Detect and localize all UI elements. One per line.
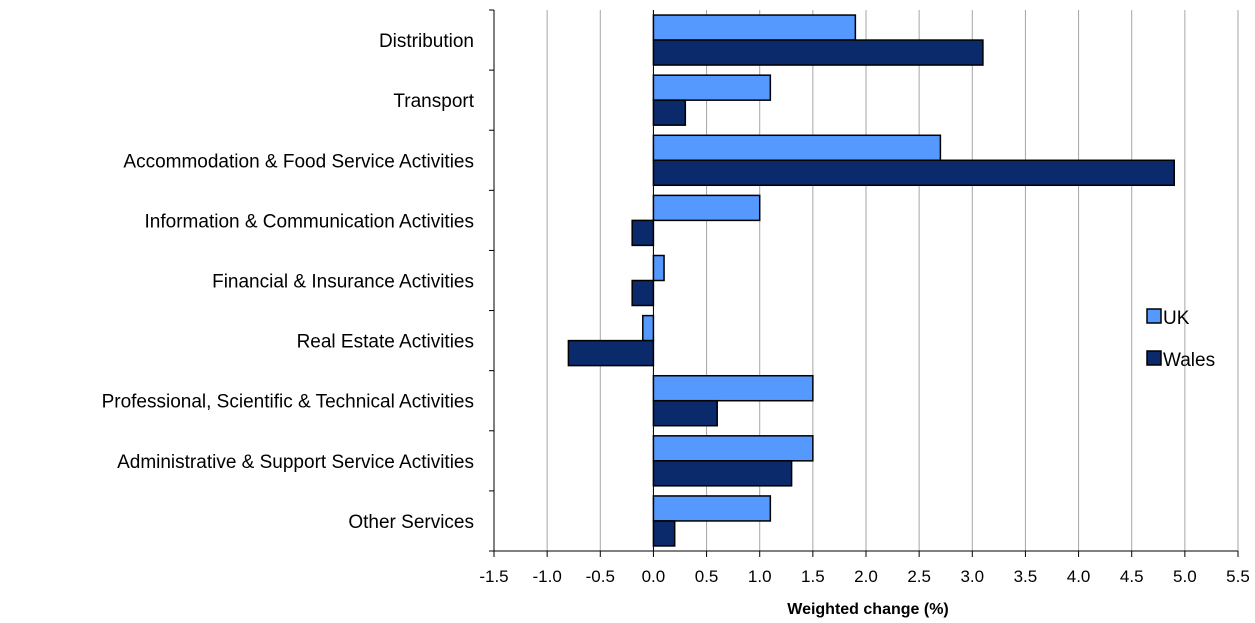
x-tick-label: 2.0 xyxy=(854,567,878,586)
x-tick-label: 2.5 xyxy=(907,567,931,586)
axes xyxy=(489,9,1238,552)
x-tick-label: 1.0 xyxy=(748,567,772,586)
x-tick-label: -1.5 xyxy=(479,567,508,586)
bar-uk xyxy=(652,374,814,402)
x-tick-label: -0.5 xyxy=(586,567,615,586)
bar-wales xyxy=(652,39,984,66)
category-label: Accommodation & Food Service Activities xyxy=(123,151,474,172)
category-label: Administrative & Support Service Activit… xyxy=(117,452,474,473)
bar-uk xyxy=(652,495,772,522)
bar-wales xyxy=(652,159,1175,187)
legend-label-uk: UK xyxy=(1163,308,1190,329)
category-label: Real Estate Activities xyxy=(297,332,474,353)
category-label: Transport xyxy=(393,91,474,112)
bar-wales xyxy=(652,99,687,126)
x-tick-label: 0.0 xyxy=(642,567,666,586)
legend: UK Wales xyxy=(1146,308,1215,371)
bar-uk xyxy=(652,74,772,101)
legend-swatch-wales xyxy=(1146,350,1162,366)
x-tick-label: 3.5 xyxy=(1014,567,1038,586)
x-tick-labels: -1.5 -1.0 -0.5 0.0 0.5 1.0 1.5 2.0 2.5 3.0 3.5 4.0 4… xyxy=(479,567,1249,586)
legend-label-wales: Wales xyxy=(1163,350,1215,371)
bar-wales xyxy=(631,279,655,307)
category-label: Information & Communication Activities xyxy=(145,211,474,232)
x-tick-label: 1.5 xyxy=(801,567,825,586)
bar-wales xyxy=(567,339,655,367)
x-axis-title: Weighted change (%) xyxy=(787,601,949,618)
x-tick-label: -1.0 xyxy=(532,567,561,586)
x-tick-label: 3.0 xyxy=(960,567,984,586)
bar-wales xyxy=(652,520,676,547)
x-tick-label: 4.5 xyxy=(1120,567,1144,586)
bar-uk xyxy=(652,194,761,222)
gridlines xyxy=(493,10,1239,557)
legend-swatch-uk xyxy=(1146,308,1162,324)
bar-uk xyxy=(652,134,942,162)
category-label: Other Services xyxy=(348,512,474,533)
bar-series-group xyxy=(567,14,1175,547)
bar-uk xyxy=(642,314,655,342)
x-tick-label: 4.0 xyxy=(1067,567,1091,586)
bar-wales xyxy=(652,460,793,487)
bar-wales xyxy=(652,399,718,427)
category-label: Professional, Scientific & Technical Act… xyxy=(102,392,474,413)
x-tick-label: 5.5 xyxy=(1226,567,1250,586)
x-tick-label: 5.0 xyxy=(1173,567,1197,586)
bar-uk xyxy=(652,254,665,282)
x-tick-label: 0.5 xyxy=(695,567,719,586)
category-label: Distribution xyxy=(379,31,474,52)
bar-wales xyxy=(631,219,655,247)
bar-uk xyxy=(652,14,857,41)
category-labels: Distribution Transport Accommodation & Foo… xyxy=(102,31,475,533)
bar-uk xyxy=(652,435,814,462)
category-label: Financial & Insurance Activities xyxy=(212,272,474,293)
